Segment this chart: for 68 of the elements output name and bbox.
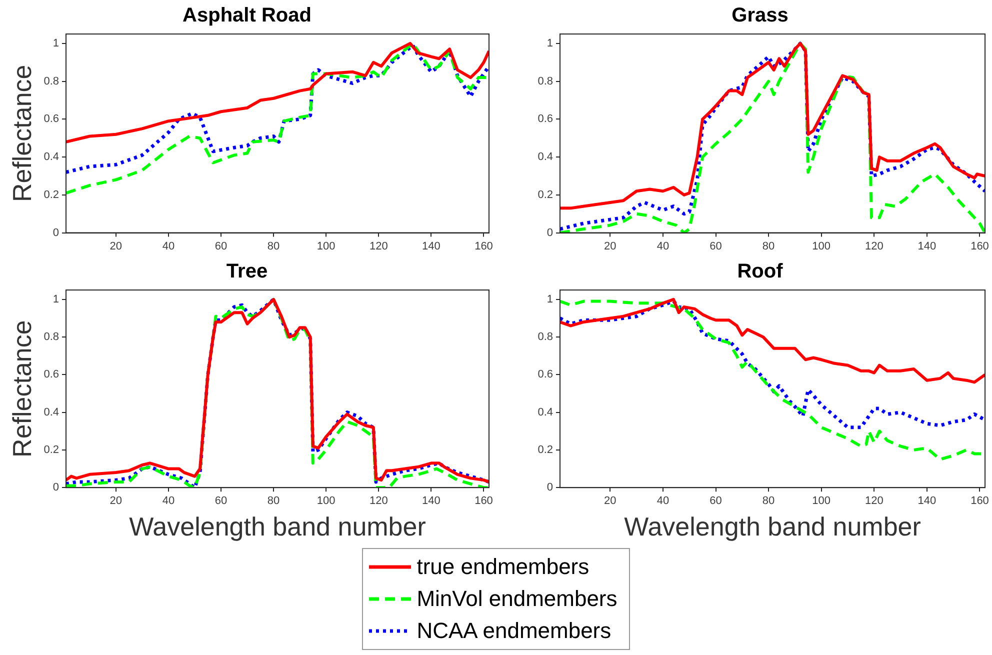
y-tick-label: 1 bbox=[546, 38, 553, 50]
y-tick-label: 0 bbox=[546, 226, 553, 239]
y-tick-label: 0 bbox=[546, 482, 553, 494]
y-tick-label: 0.6 bbox=[538, 368, 553, 381]
x-tick-label: 100 bbox=[316, 240, 336, 252]
y-axis-title: Reflectance bbox=[6, 64, 37, 202]
y-tick-label: 0.4 bbox=[538, 406, 553, 418]
y-tick-label: 0 bbox=[52, 226, 59, 239]
x-tick-label: 120 bbox=[864, 240, 884, 252]
x-tick-label: 80 bbox=[267, 495, 280, 508]
x-tick-label: 60 bbox=[710, 240, 722, 252]
y-tick-label: 0.8 bbox=[538, 75, 553, 88]
x-tick-label: 140 bbox=[422, 240, 440, 252]
x-tick-label: 80 bbox=[762, 240, 775, 252]
x-tick-label: 80 bbox=[762, 495, 775, 508]
x-tick-label: 40 bbox=[656, 240, 670, 252]
y-tick-label: 0.6 bbox=[44, 368, 59, 381]
y-axis-title: Reflectance bbox=[6, 320, 37, 458]
x-tick-label: 100 bbox=[812, 240, 831, 252]
x-tick-label: 40 bbox=[162, 240, 175, 252]
y-tick-label: 1 bbox=[52, 38, 59, 50]
y-tick-label: 0 bbox=[52, 482, 59, 494]
chart-title: Asphalt Road bbox=[182, 4, 312, 27]
y-tick-label: 1 bbox=[52, 293, 59, 306]
x-axis-title: Wavelength band number bbox=[624, 512, 922, 542]
x-tick-label: 160 bbox=[474, 495, 493, 508]
line-series bbox=[560, 300, 986, 430]
x-tick-label: 140 bbox=[918, 240, 936, 252]
x-tick-label: 40 bbox=[656, 495, 670, 508]
x-tick-label: 120 bbox=[369, 240, 388, 252]
x-tick-label: 100 bbox=[812, 495, 831, 508]
y-tick-label: 0.4 bbox=[44, 406, 59, 418]
y-tick-label: 0.2 bbox=[538, 444, 553, 456]
x-tick-label: 20 bbox=[110, 495, 122, 508]
x-tick-label: 120 bbox=[864, 495, 884, 508]
chart-title: Grass bbox=[732, 4, 788, 27]
y-tick-label: 0.4 bbox=[538, 151, 553, 164]
y-tick-label: 0.6 bbox=[44, 113, 59, 126]
y-tick-label: 0.8 bbox=[538, 331, 553, 344]
y-tick-label: 0.6 bbox=[538, 113, 553, 126]
x-tick-label: 160 bbox=[970, 495, 989, 508]
y-tick-label: 0.2 bbox=[538, 188, 553, 201]
x-tick-label: 80 bbox=[267, 240, 280, 252]
x-tick-label: 20 bbox=[110, 240, 122, 252]
x-tick-label: 160 bbox=[474, 240, 493, 252]
chart-title: Roof bbox=[737, 260, 784, 283]
x-tick-label: 20 bbox=[604, 240, 616, 252]
y-tick-label: 0.8 bbox=[44, 75, 59, 88]
x-tick-label: 160 bbox=[970, 240, 989, 252]
x-tick-label: 120 bbox=[369, 495, 388, 508]
x-tick-label: 140 bbox=[918, 495, 936, 508]
legend-label: MinVol endmembers bbox=[416, 586, 618, 612]
x-axis-title: Wavelength band number bbox=[129, 512, 426, 542]
chart-title: Tree bbox=[226, 260, 268, 283]
y-tick-label: 0.2 bbox=[44, 444, 59, 456]
x-tick-label: 20 bbox=[604, 495, 616, 508]
y-tick-label: 0.8 bbox=[44, 331, 59, 344]
y-tick-label: 1 bbox=[546, 293, 553, 306]
legend-label: true endmembers bbox=[416, 554, 590, 580]
legend-label: NCAA endmembers bbox=[416, 618, 612, 644]
y-tick-label: 0.4 bbox=[44, 151, 59, 164]
x-tick-label: 60 bbox=[710, 495, 722, 508]
x-tick-label: 40 bbox=[162, 495, 175, 508]
x-tick-label: 60 bbox=[214, 495, 228, 508]
x-tick-label: 100 bbox=[316, 495, 336, 508]
y-tick-label: 0.2 bbox=[44, 188, 59, 201]
x-tick-label: 60 bbox=[214, 240, 228, 252]
x-tick-label: 140 bbox=[422, 495, 440, 508]
